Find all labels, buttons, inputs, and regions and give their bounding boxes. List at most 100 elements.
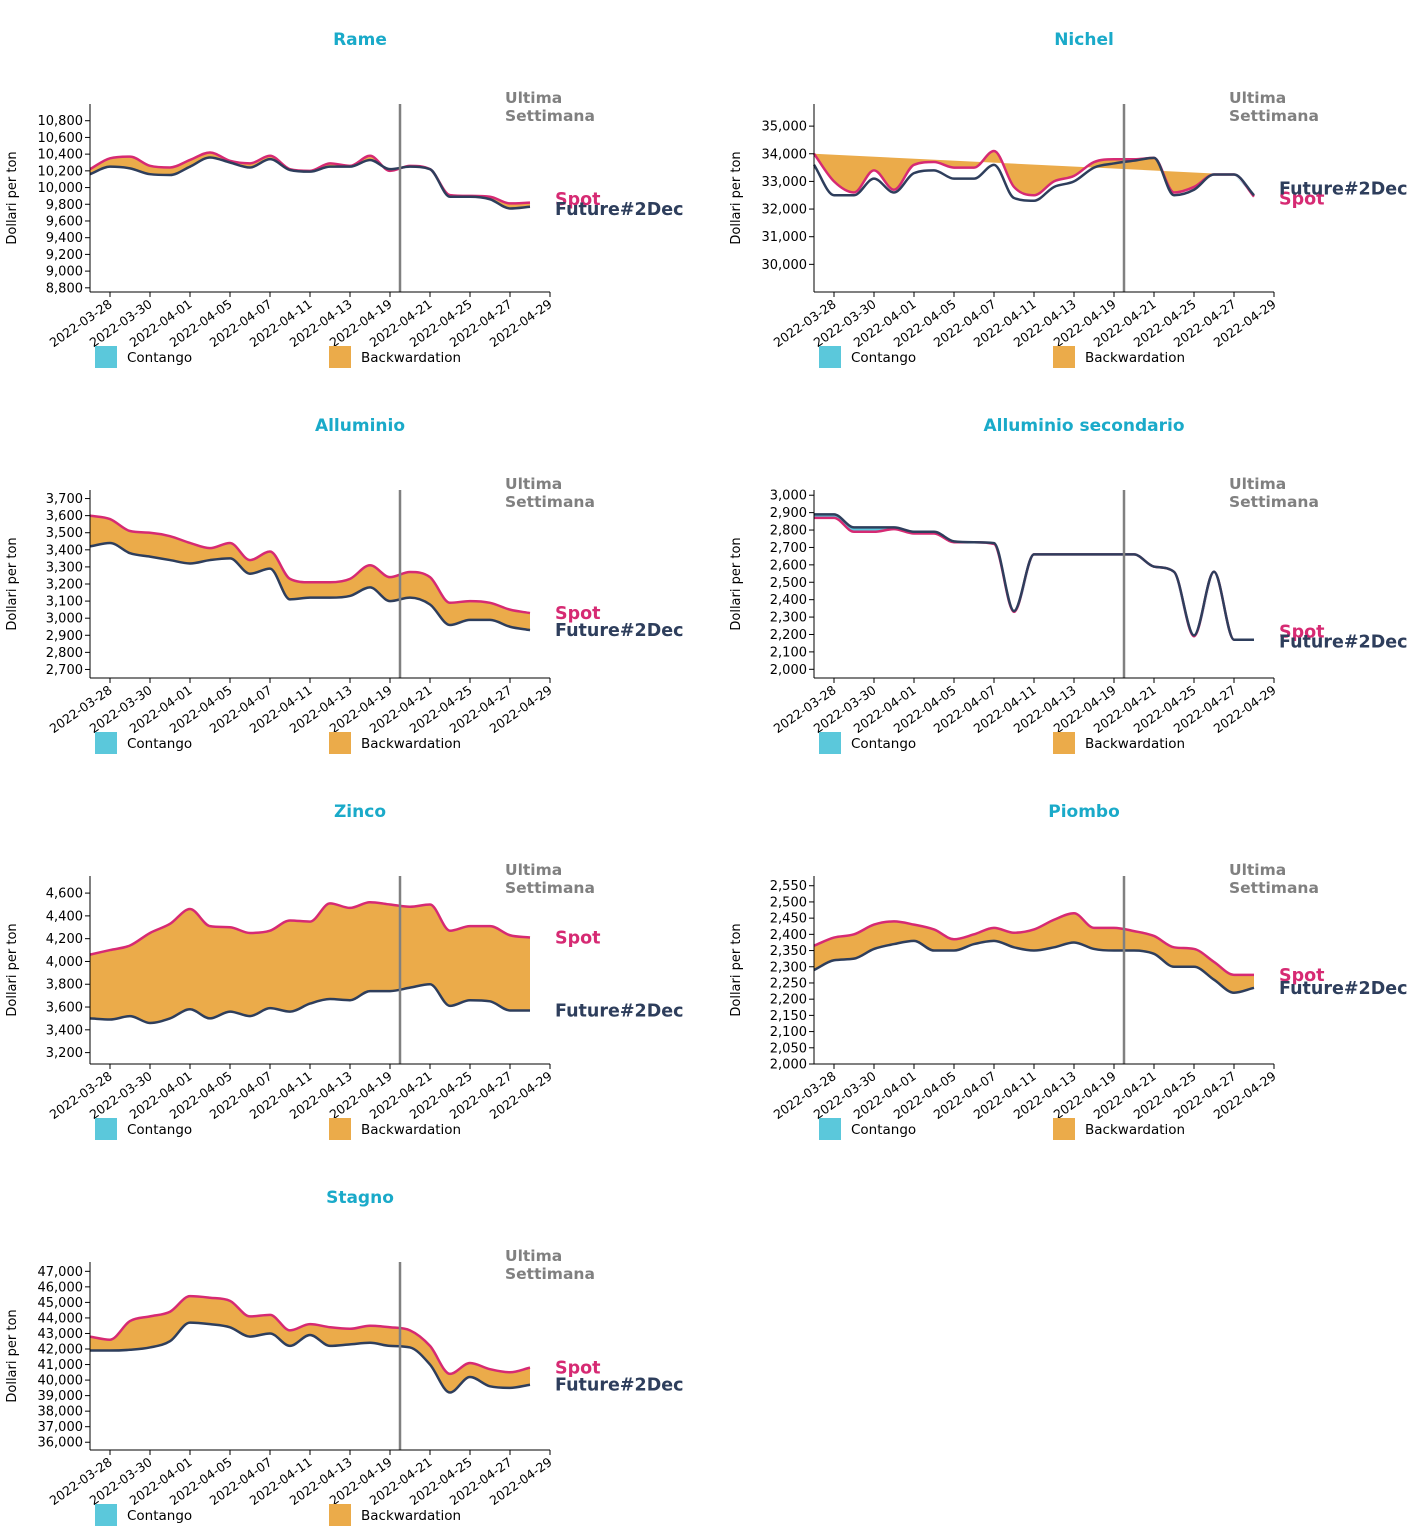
legend-backwardation-swatch	[329, 346, 351, 368]
y-tick-label: 3,400	[46, 1023, 83, 1038]
y-tick-label: 35,000	[762, 120, 808, 135]
y-tick-label: 2,200	[770, 628, 807, 643]
y-tick-label: 3,300	[46, 560, 83, 575]
y-tick-label: 42,000	[38, 1343, 84, 1358]
y-axis-label: Dollari per ton	[729, 537, 744, 630]
y-axis-label: Dollari per ton	[5, 923, 20, 1016]
y-tick-label: 2,200	[770, 993, 807, 1008]
last-week-label: Settimana	[1229, 107, 1319, 125]
future-label: Future#2Dec	[1279, 633, 1407, 653]
future-label: Future#2Dec	[1279, 180, 1407, 200]
legend-backwardation-swatch	[1053, 346, 1075, 368]
future-label: Future#2Dec	[555, 1376, 683, 1396]
y-tick-label: 3,800	[46, 978, 83, 993]
y-tick-label: 3,000	[770, 489, 807, 504]
legend-backwardation-swatch	[1053, 1118, 1075, 1140]
spot-line	[89, 1294, 531, 1376]
spot-label: Spot	[555, 1359, 601, 1379]
legend-contango-swatch	[95, 1504, 117, 1526]
legend-contango-label: Contango	[851, 736, 916, 752]
y-tick-label: 2,100	[770, 1025, 807, 1040]
last-week-label: Ultima	[1229, 475, 1286, 493]
y-tick-label: 2,350	[770, 944, 807, 959]
y-tick-label: 4,400	[46, 909, 83, 924]
y-tick-label: 44,000	[38, 1311, 84, 1326]
spot-line	[89, 900, 531, 956]
legend-contango-swatch	[819, 346, 841, 368]
y-tick-label: 38,000	[38, 1405, 84, 1420]
y-tick-label: 10,800	[38, 114, 84, 129]
y-tick-label: 2,900	[46, 629, 83, 644]
y-tick-label: 3,500	[46, 526, 83, 541]
future-label: Future#2Dec	[555, 1001, 683, 1021]
y-tick-label: 40,000	[38, 1374, 84, 1389]
future-line	[812, 156, 1255, 203]
future-line	[813, 939, 1255, 994]
backwardation-area	[90, 1296, 530, 1393]
y-tick-label: 10,200	[38, 164, 84, 179]
chart-title: Nichel	[1054, 30, 1114, 50]
y-tick-label: 2,400	[770, 593, 807, 608]
legend-backwardation-label: Backwardation	[1085, 350, 1185, 366]
legend-backwardation-swatch	[329, 1118, 351, 1140]
backwardation-area	[403, 165, 530, 209]
y-tick-label: 30,000	[762, 258, 808, 273]
backwardation-area	[90, 902, 530, 1023]
y-tick-label: 2,250	[770, 976, 807, 991]
y-tick-label: 4,000	[46, 955, 83, 970]
legend-contango-swatch	[95, 346, 117, 368]
y-tick-label: 3,200	[46, 1046, 83, 1061]
y-tick-label: 2,600	[770, 558, 807, 573]
y-tick-label: 8,800	[46, 281, 83, 296]
y-tick-label: 4,200	[46, 932, 83, 947]
legend-contango-label: Contango	[127, 1122, 192, 1138]
chart-title: Zinco	[334, 802, 386, 822]
y-tick-label: 3,600	[46, 509, 83, 524]
future-label: Future#2Dec	[555, 200, 683, 220]
y-tick-label: 33,000	[762, 175, 808, 190]
chart-title: Stagno	[326, 1188, 394, 1208]
spot-label: Spot	[555, 190, 601, 210]
legend-contango-swatch	[819, 1118, 841, 1140]
y-tick-label: 43,000	[38, 1327, 84, 1342]
legend-backwardation-swatch	[1053, 732, 1075, 754]
y-tick-label: 9,000	[46, 265, 83, 280]
last-week-label: Settimana	[1229, 879, 1319, 897]
spot-line	[813, 912, 1254, 977]
y-tick-label: 9,200	[46, 248, 83, 263]
y-axis-label: Dollari per ton	[5, 1309, 20, 1402]
y-tick-label: 2,500	[770, 895, 807, 910]
y-tick-label: 2,550	[770, 879, 807, 894]
legend-contango-label: Contango	[127, 736, 192, 752]
y-tick-label: 2,900	[770, 506, 807, 521]
spot-label: Spot	[1279, 966, 1325, 986]
y-tick-label: 41,000	[38, 1358, 84, 1373]
y-tick-label: 2,050	[770, 1041, 807, 1056]
y-tick-label: 2,100	[770, 645, 807, 660]
last-week-label: Ultima	[505, 1247, 562, 1265]
y-axis-label: Dollari per ton	[5, 151, 20, 244]
legend-backwardation-label: Backwardation	[361, 736, 461, 752]
spot-label: Spot	[555, 929, 601, 949]
legend-backwardation-label: Backwardation	[1085, 1122, 1185, 1138]
last-week-label: Ultima	[505, 475, 562, 493]
y-tick-label: 4,600	[46, 887, 83, 902]
y-tick-label: 9,600	[46, 214, 83, 229]
legend-contango-label: Contango	[851, 350, 916, 366]
y-tick-label: 2,400	[770, 928, 807, 943]
y-tick-label: 3,000	[46, 612, 83, 627]
last-week-label: Ultima	[1229, 89, 1286, 107]
last-week-label: Settimana	[505, 1265, 595, 1283]
y-axis-label: Dollari per ton	[729, 923, 744, 1016]
y-tick-label: 2,000	[770, 1058, 807, 1073]
y-tick-label: 2,450	[770, 912, 807, 927]
y-tick-label: 2,800	[46, 646, 83, 661]
y-tick-label: 45,000	[38, 1296, 84, 1311]
y-tick-label: 3,100	[46, 595, 83, 610]
